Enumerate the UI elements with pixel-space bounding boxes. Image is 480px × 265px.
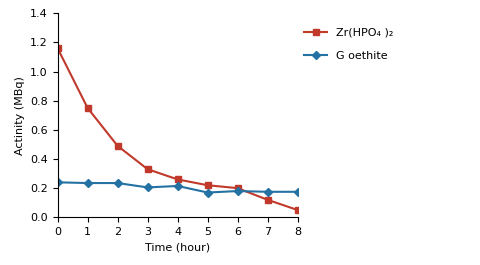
G oethite (235, 189, 240, 193)
Zr(HPO₄ )₂ (84, 107, 90, 110)
Zr(HPO₄ )₂ (115, 144, 120, 148)
Line: G oethite: G oethite (54, 179, 301, 196)
Zr(HPO₄ )₂ (295, 209, 300, 212)
X-axis label: Time (hour): Time (hour) (145, 242, 210, 253)
Zr(HPO₄ )₂ (205, 184, 211, 187)
Zr(HPO₄ )₂ (235, 187, 240, 190)
Line: Zr(HPO₄ )₂: Zr(HPO₄ )₂ (54, 45, 301, 213)
Legend: Zr(HPO₄ )₂, G oethite: Zr(HPO₄ )₂, G oethite (300, 23, 397, 66)
Y-axis label: Actinity (MBq): Actinity (MBq) (14, 76, 24, 155)
G oethite (115, 182, 120, 185)
Zr(HPO₄ )₂ (175, 178, 180, 181)
G oethite (205, 191, 211, 194)
Zr(HPO₄ )₂ (55, 47, 60, 50)
G oethite (84, 182, 90, 185)
G oethite (265, 190, 271, 193)
Zr(HPO₄ )₂ (265, 198, 271, 201)
G oethite (295, 190, 300, 193)
G oethite (175, 184, 180, 188)
G oethite (55, 181, 60, 184)
G oethite (145, 186, 151, 189)
Zr(HPO₄ )₂ (145, 168, 151, 171)
